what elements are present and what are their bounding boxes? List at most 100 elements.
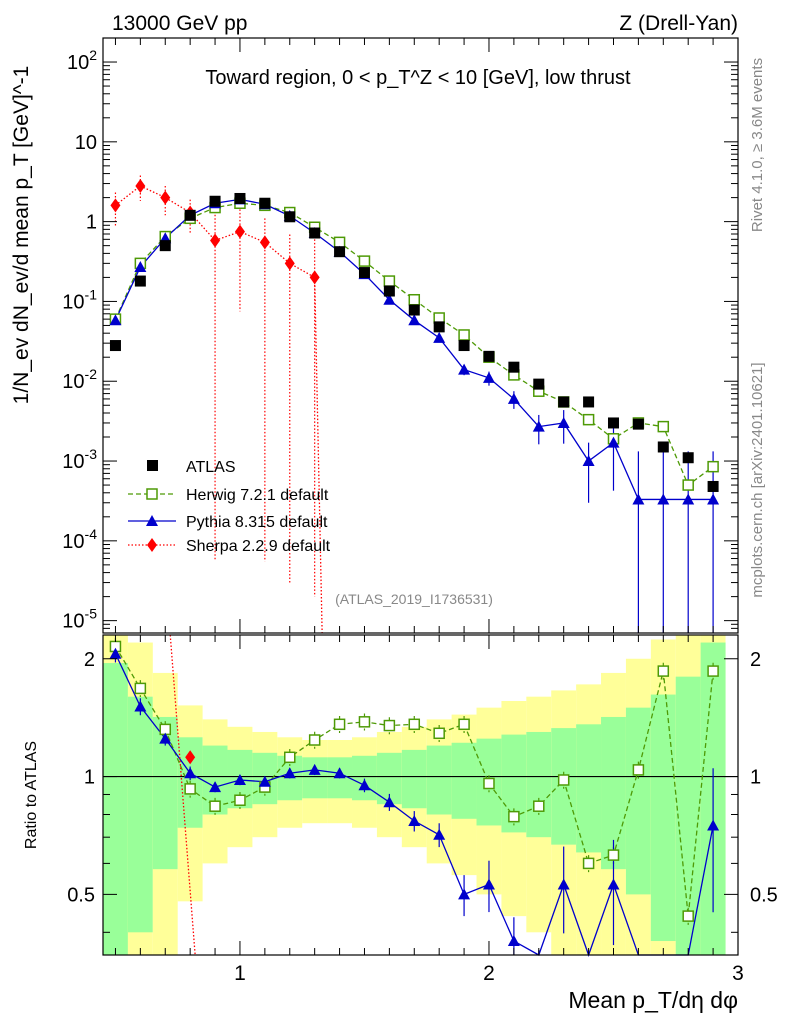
uncertainty-band-inner (302, 757, 328, 799)
pythia-ratio-point (433, 828, 446, 840)
herwig-ratio-point (458, 718, 470, 731)
herwig-point (358, 255, 371, 267)
uncertainty-band-inner (526, 731, 552, 838)
legend: ATLAS Herwig 7.2.1 default Pythia 8.315 … (128, 459, 331, 555)
pythia-point (482, 371, 495, 383)
pythia-ratio-point (209, 781, 222, 793)
uncertainty-band-inner (451, 742, 477, 819)
herwig-ratio-point (383, 719, 396, 732)
atlas-point (707, 480, 719, 492)
legend-label-herwig: Herwig 7.2.1 default (186, 487, 329, 504)
ratio-y-tick-label-left: 0.5 (67, 884, 95, 906)
atlas-point (284, 211, 296, 223)
chart-axes: 1 2 3 10-5 10-4 10-3 10-2 10-1 1 10 102 0.5 0.5 1 1 2 2 (62, 37, 778, 985)
header-right: Z (Drell-Yan) (619, 12, 738, 35)
herwig-ratio-point (284, 751, 296, 764)
atlas-point (657, 441, 669, 453)
pythia-ratio-point (159, 732, 172, 744)
ratio-y-tick-label-left: 1 (84, 767, 95, 789)
pythia-ratio-point (507, 935, 520, 947)
y-tick-label: 10-5 (62, 606, 97, 633)
pythia-point (134, 261, 147, 273)
legend-marker-sherpa (147, 538, 157, 552)
pythia-point (458, 363, 471, 375)
sherpa-point (259, 235, 270, 250)
herwig-ratio-point (433, 727, 445, 740)
atlas-point (109, 340, 121, 352)
herwig-ratio-point (358, 716, 371, 728)
herwig-point (707, 460, 719, 473)
herwig-ratio-point (209, 800, 221, 812)
herwig-ratio-point (308, 734, 321, 746)
uncertainty-band-inner (127, 696, 153, 933)
atlas-point (309, 227, 321, 239)
pythia-ratio-point (308, 763, 321, 775)
y-tick-label: 10-1 (62, 286, 97, 313)
pythia-ratio-point (557, 878, 570, 890)
herwig-point (383, 275, 396, 287)
atlas-point (558, 396, 570, 408)
chart-title: Toward region, 0 < p_T^Z < 10 [GeV], low… (205, 67, 631, 89)
herwig-ratio-point (508, 810, 520, 823)
legend-label-sherpa: Sherpa 2.2.9 default (186, 538, 331, 555)
herwig-ratio-point (184, 783, 196, 795)
uncertainty-band-inner (426, 745, 452, 815)
atlas-point (433, 321, 445, 333)
pythia-ratio-point (184, 767, 197, 779)
ratio-y-axis-label: Ratio to ATLAS (23, 741, 40, 849)
herwig-ratio-point (707, 665, 719, 677)
herwig-ratio-point (234, 794, 246, 806)
y-tick-label: 10-3 (62, 446, 97, 473)
pythia-ratio-point (258, 775, 271, 787)
pythia-ratio-point (408, 814, 421, 826)
herwig-ratio-point (408, 718, 421, 731)
x-tick-label: 3 (732, 962, 744, 985)
y-tick-label: 1 (86, 212, 97, 234)
y-axis-label: 1/N_ev dN_ev/d mean p_T [GeV]^-1 (10, 66, 33, 405)
pythia-ratio-point (233, 773, 246, 785)
ratio-y-tick-label-right: 2 (750, 649, 761, 671)
atlas-point (583, 396, 595, 408)
pythia-ratio-point (358, 779, 371, 791)
atlas-point (334, 246, 346, 258)
herwig-point (458, 329, 470, 341)
pythia-ratio-point (482, 878, 495, 890)
pythia-ratio-point (333, 767, 346, 779)
herwig-ratio-point (533, 800, 545, 812)
x-tick-label: 1 (234, 962, 246, 985)
pythia-point (507, 392, 520, 404)
herwig-ratio-point (557, 774, 570, 786)
atlas-point (358, 267, 370, 279)
atlas-point (234, 192, 246, 204)
legend-label-pythia: Pythia 8.315 default (186, 514, 328, 531)
uncertainty-band-inner (551, 728, 577, 845)
rivet-label: Rivet 4.1.0, ≥ 3.6M events (749, 58, 766, 232)
atlas-point (159, 240, 171, 252)
atlas-point (682, 452, 694, 464)
pythia-point (557, 416, 570, 428)
herwig-ratio-point (582, 857, 595, 870)
pythia-ratio-point (607, 878, 620, 890)
sherpa-point (135, 178, 146, 193)
uncertainty-band-inner (352, 755, 377, 801)
herwig-ratio-point (682, 910, 694, 922)
ratio-y-tick-label-right: 1 (750, 767, 761, 789)
atlas-point (184, 209, 196, 221)
atlas-point (383, 285, 395, 297)
atlas-point (533, 378, 545, 390)
ratio-y-tick-label-right: 0.5 (750, 884, 778, 906)
herwig-ratio-point (333, 718, 346, 731)
pythia-ratio-point (458, 888, 471, 900)
y-tick-label: 10-2 (62, 366, 97, 393)
pythia-point (707, 493, 720, 505)
herwig-point (657, 420, 670, 433)
pythia-point (383, 293, 396, 305)
pythia-point (109, 314, 122, 326)
pythia-ratio-point (383, 796, 396, 808)
x-axis-label: Mean p_T/dη dφ (568, 987, 738, 1013)
pythia-ratio-point (283, 767, 296, 779)
uncertainty-band-inner (650, 694, 676, 942)
ratio-y-tick-label-left: 2 (84, 649, 95, 671)
atlas-point (632, 418, 644, 430)
